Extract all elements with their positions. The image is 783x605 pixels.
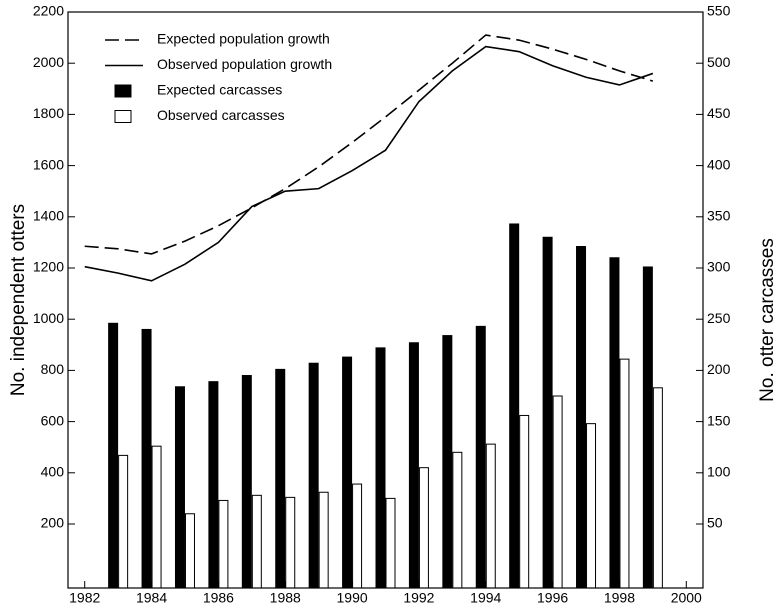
y-tick-label: 800 (41, 361, 65, 377)
y2-tick-label: 300 (707, 259, 731, 275)
x-tick-label: 1984 (136, 590, 167, 605)
legend-swatch (114, 110, 132, 123)
bar (218, 499, 229, 589)
bar (485, 443, 496, 589)
bar (352, 483, 363, 589)
y2-tick-label: 100 (707, 464, 731, 480)
y-axis-title: No. independent otters (8, 204, 29, 396)
bar (642, 266, 653, 589)
bar (342, 356, 353, 589)
bar (285, 496, 296, 589)
bar (184, 513, 195, 589)
legend-label: Expected population growth (157, 31, 330, 47)
y2-tick-label: 200 (707, 361, 731, 377)
bar (141, 328, 152, 589)
bar (586, 423, 597, 589)
bar (619, 358, 630, 589)
bar (576, 245, 587, 589)
legend-swatch (114, 84, 132, 98)
y-tick-label: 1800 (33, 105, 64, 121)
plot-frame (67, 11, 704, 589)
y2-tick-label: 400 (707, 156, 731, 172)
y-tick-label: 2000 (33, 54, 64, 70)
y2-axis-title: No. otter carcasses (757, 238, 778, 402)
legend-label: Observed population growth (157, 56, 332, 72)
bar (408, 342, 419, 589)
y-tick-label: 1200 (33, 259, 64, 275)
bar (509, 223, 520, 589)
bar (108, 322, 119, 589)
bar (652, 387, 663, 589)
y2-tick-label: 450 (707, 105, 731, 121)
y-tick-label: 2200 (33, 3, 64, 19)
y-tick-label: 1600 (33, 156, 64, 172)
line (84, 34, 654, 255)
x-tick-label: 1982 (69, 590, 100, 605)
bar (118, 454, 129, 589)
bar (542, 236, 553, 589)
bar (151, 445, 162, 589)
bar (609, 257, 620, 589)
bar (452, 451, 463, 589)
y2-tick-label: 350 (707, 208, 731, 224)
bar (241, 375, 252, 589)
x-tick-label: 1986 (203, 590, 234, 605)
x-tick-label: 1994 (470, 590, 501, 605)
y-tick-label: 1000 (33, 310, 64, 326)
bar (208, 381, 219, 589)
y-tick-label: 400 (41, 464, 65, 480)
bar (251, 494, 262, 589)
x-tick-label: 1998 (604, 590, 635, 605)
bar (418, 467, 429, 589)
line (84, 45, 654, 282)
y2-tick-label: 50 (707, 515, 723, 531)
x-tick-label: 1988 (270, 590, 301, 605)
x-tick-label: 2000 (671, 590, 702, 605)
bar (318, 491, 329, 589)
bar (519, 414, 530, 589)
y-tick-label: 600 (41, 412, 65, 428)
y-tick-label: 1400 (33, 208, 64, 224)
bar (552, 395, 563, 589)
bar (308, 362, 319, 589)
y2-tick-label: 250 (707, 310, 731, 326)
bar (174, 386, 185, 589)
y2-tick-label: 550 (707, 3, 731, 19)
y-tick-label: 200 (41, 515, 65, 531)
legend-label: Expected carcasses (157, 82, 282, 98)
y2-tick-label: 150 (707, 412, 731, 428)
x-tick-label: 1990 (337, 590, 368, 605)
bar (385, 497, 396, 589)
bar (442, 335, 453, 589)
legend-label: Observed carcasses (157, 107, 285, 123)
bar (375, 347, 386, 589)
x-tick-label: 1992 (403, 590, 434, 605)
bar (475, 325, 486, 589)
bar (275, 368, 286, 589)
y2-tick-label: 500 (707, 54, 731, 70)
x-tick-label: 1996 (537, 590, 568, 605)
